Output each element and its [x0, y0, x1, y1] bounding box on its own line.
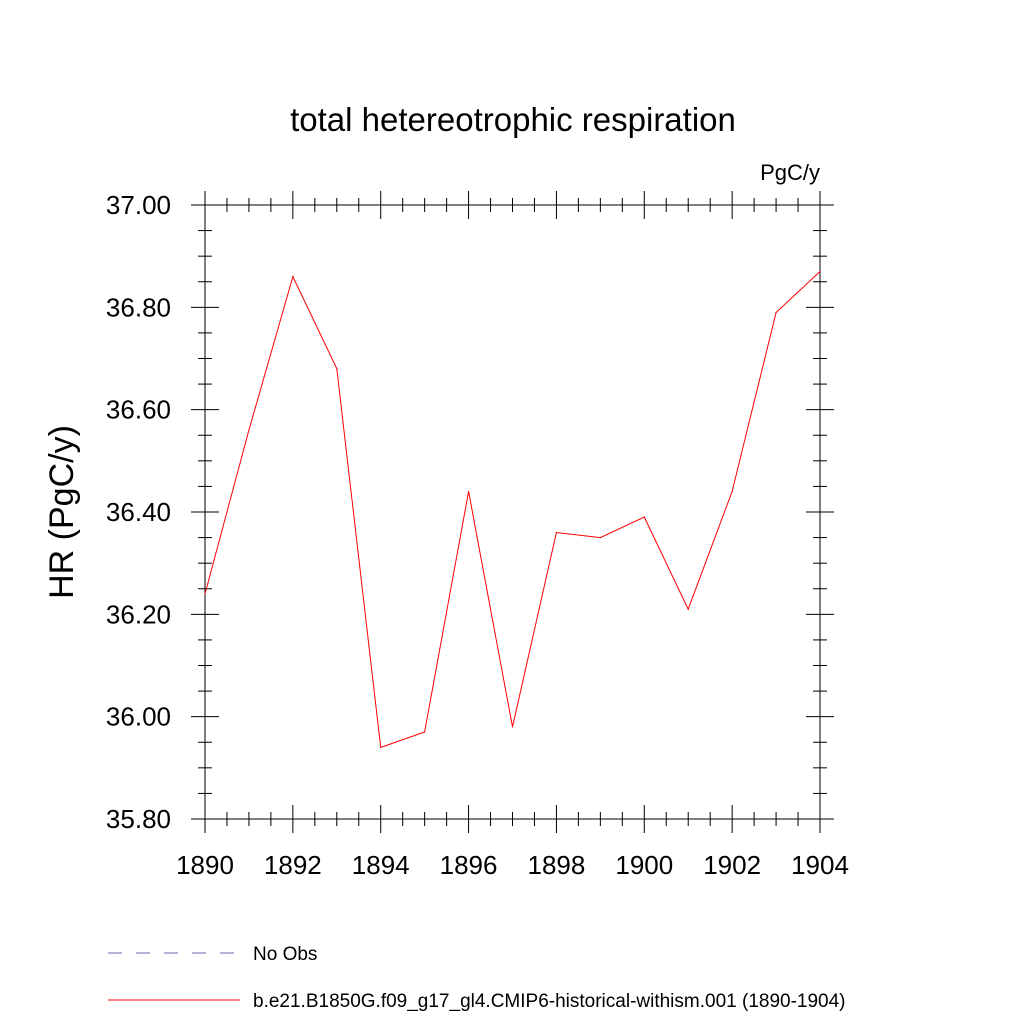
data-point	[467, 490, 470, 493]
data-point	[643, 516, 645, 518]
x-tick-label: 1892	[264, 850, 322, 880]
y-tick-label: 36.40	[106, 497, 171, 527]
data-point	[380, 746, 382, 748]
data-point	[819, 270, 821, 273]
legend-label-run: b.e21.B1850G.f09_g17_gl4.CMIP6-historica…	[253, 991, 846, 1012]
x-tick-label: 1900	[615, 850, 673, 880]
x-tick-label: 1894	[352, 850, 410, 880]
y-tick-label: 36.60	[106, 395, 171, 425]
data-point	[292, 276, 294, 278]
data-point	[775, 311, 777, 314]
data-point	[731, 490, 733, 493]
x-tick-label: 1902	[703, 850, 761, 880]
series-line-0	[204, 271, 821, 749]
x-tick-label: 1904	[791, 850, 849, 880]
data-point	[687, 608, 689, 610]
chart-title: total hetereotrophic respiration	[290, 101, 736, 138]
y-tick-labels: 35.80 36.00 36.20 36.40 36.60 36.80 37.00	[106, 190, 171, 834]
y-tick-label: 36.20	[106, 599, 171, 629]
axes	[191, 191, 834, 833]
data-point	[599, 536, 601, 539]
legend-label-no-obs: No Obs	[253, 944, 317, 965]
units-label: PgC/y	[760, 160, 820, 185]
data-point	[248, 429, 250, 431]
x-tick-label: 1890	[176, 850, 234, 880]
x-tick-labels: 1890 1892 1894 1896 1898 1900 1902 1904	[176, 850, 849, 880]
data-point	[511, 726, 514, 728]
y-tick-label: 36.00	[106, 702, 171, 732]
y-tick-label: 37.00	[106, 190, 171, 220]
data-point	[555, 531, 558, 534]
x-tick-label: 1898	[528, 850, 586, 880]
x-tick-label: 1896	[440, 850, 498, 880]
y-tick-label: 35.80	[106, 804, 171, 834]
legend: No Obs b.e21.B1850G.f09_g17_gl4.CMIP6-hi…	[108, 944, 846, 1012]
y-tick-label: 36.80	[106, 292, 171, 322]
y-axis-label: HR (PgC/y)	[43, 425, 81, 599]
series-layer	[204, 270, 821, 749]
data-point	[336, 368, 338, 370]
data-point	[204, 593, 206, 595]
data-point	[424, 731, 426, 733]
